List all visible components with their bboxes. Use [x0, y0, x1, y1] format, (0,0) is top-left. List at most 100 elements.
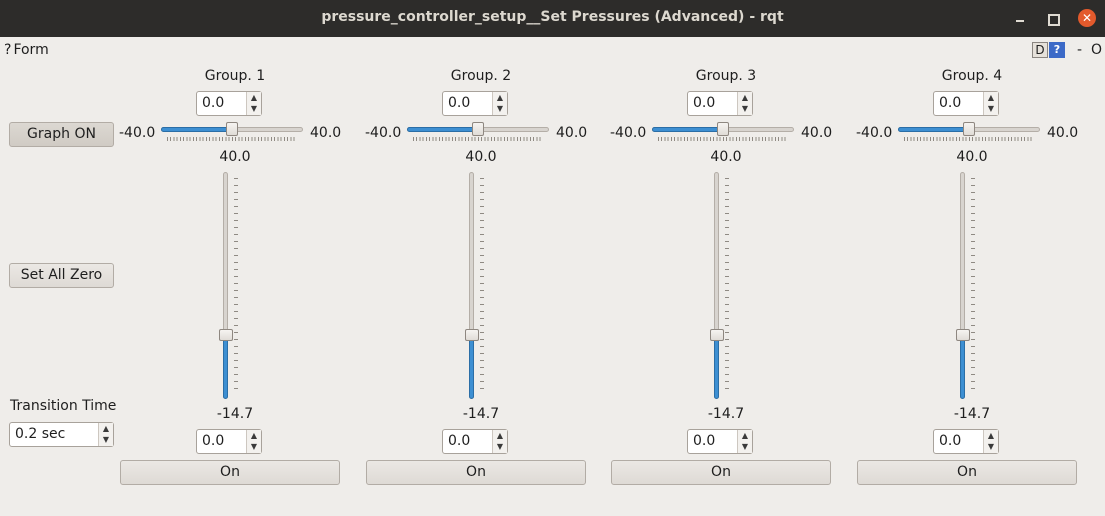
- maximize-icon[interactable]: [1043, 9, 1061, 27]
- setpoint-spinbox[interactable]: 0.0 ▲ ▼: [442, 91, 508, 116]
- close-plugin-button[interactable]: O: [1091, 42, 1103, 58]
- spin-arrows: ▲ ▼: [492, 430, 507, 453]
- spin-down-icon[interactable]: ▼: [741, 442, 749, 451]
- slider-fill: [652, 127, 723, 132]
- transition-time-spinbox[interactable]: 0.2 sec ▲ ▼: [9, 422, 114, 447]
- vertical-min-label: -14.7: [462, 406, 500, 422]
- transition-time-value: 0.2 sec: [15, 426, 66, 442]
- spin-down-icon[interactable]: ▼: [250, 104, 258, 113]
- vertical-min-label: -14.7: [707, 406, 745, 422]
- setpoint-value: 0.0: [939, 95, 962, 111]
- slider-max-label: 40.0: [556, 125, 588, 141]
- spin-up-icon[interactable]: ▲: [102, 424, 110, 433]
- group-title: Group. 4: [941, 68, 1003, 84]
- gauge-fill: [960, 335, 965, 399]
- slider-min-label: -40.0: [610, 125, 647, 141]
- reading-value: 0.0: [202, 433, 225, 449]
- slider-max-label: 40.0: [1047, 125, 1079, 141]
- spin-down-icon[interactable]: ▼: [496, 442, 504, 451]
- minimize-plugin-button[interactable]: -: [1077, 42, 1083, 58]
- group-panel: Group. 1 0.0 ▲ ▼ -40.0 40.0 40.0 -14.7 0…: [119, 63, 350, 493]
- spin-arrows: ▲ ▼: [246, 92, 261, 115]
- spin-arrows: ▲ ▼: [246, 430, 261, 453]
- reading-value: 0.0: [448, 433, 471, 449]
- close-icon[interactable]: ✕: [1078, 9, 1096, 27]
- slider-fill: [407, 127, 478, 132]
- vertical-max-label: 40.0: [219, 149, 251, 165]
- setpoint-slider[interactable]: [407, 122, 549, 141]
- spin-down-icon[interactable]: ▼: [987, 104, 995, 113]
- spin-up-icon[interactable]: ▲: [741, 93, 749, 102]
- slider-handle[interactable]: [226, 122, 238, 136]
- vertical-max-label: 40.0: [465, 149, 497, 165]
- gauge-handle[interactable]: [956, 329, 970, 341]
- slider-ticks: [904, 137, 1034, 141]
- slider-ticks: [658, 137, 788, 141]
- setpoint-value: 0.0: [448, 95, 471, 111]
- minimize-icon[interactable]: [1011, 9, 1029, 27]
- setpoint-spinbox[interactable]: 0.0 ▲ ▼: [196, 91, 262, 116]
- group-panel: Group. 3 0.0 ▲ ▼ -40.0 40.0 40.0 -14.7 0…: [610, 63, 841, 493]
- group-on-button[interactable]: On: [857, 460, 1077, 485]
- spin-down-icon[interactable]: ▼: [102, 435, 110, 444]
- setpoint-slider[interactable]: [898, 122, 1040, 141]
- help-glyph: ?: [4, 42, 12, 58]
- detach-button[interactable]: D: [1032, 42, 1048, 58]
- group-title: Group. 1: [204, 68, 266, 84]
- setpoint-slider[interactable]: [161, 122, 303, 141]
- spin-up-icon[interactable]: ▲: [741, 431, 749, 440]
- spin-up-icon[interactable]: ▲: [496, 93, 504, 102]
- pressure-gauge-slider[interactable]: [465, 172, 487, 399]
- spin-down-icon[interactable]: ▼: [250, 442, 258, 451]
- reading-spinbox[interactable]: 0.0 ▲ ▼: [442, 429, 508, 454]
- spin-up-icon[interactable]: ▲: [250, 93, 258, 102]
- gauge-handle[interactable]: [219, 329, 233, 341]
- plugin-header: ? Form D ? - O: [0, 37, 1105, 63]
- reading-spinbox[interactable]: 0.0 ▲ ▼: [687, 429, 753, 454]
- slider-max-label: 40.0: [310, 125, 342, 141]
- slider-min-label: -40.0: [365, 125, 402, 141]
- pressure-gauge-slider[interactable]: [710, 172, 732, 399]
- slider-max-label: 40.0: [801, 125, 833, 141]
- spin-down-icon[interactable]: ▼: [987, 442, 995, 451]
- graph-on-button[interactable]: Graph ON: [9, 122, 114, 147]
- spin-arrows: ▲ ▼: [737, 430, 752, 453]
- spin-up-icon[interactable]: ▲: [250, 431, 258, 440]
- gauge-ticks: [725, 178, 729, 393]
- group-on-button[interactable]: On: [611, 460, 831, 485]
- spin-up-icon[interactable]: ▲: [496, 431, 504, 440]
- spin-down-icon[interactable]: ▼: [496, 104, 504, 113]
- spin-down-icon[interactable]: ▼: [741, 104, 749, 113]
- setpoint-slider[interactable]: [652, 122, 794, 141]
- group-on-button[interactable]: On: [120, 460, 340, 485]
- pressure-gauge-slider[interactable]: [956, 172, 978, 399]
- vertical-max-label: 40.0: [710, 149, 742, 165]
- set-all-zero-button[interactable]: Set All Zero: [9, 263, 114, 288]
- reading-spinbox[interactable]: 0.0 ▲ ▼: [196, 429, 262, 454]
- spin-arrows: ▲ ▼: [98, 423, 113, 446]
- gauge-handle[interactable]: [710, 329, 724, 341]
- slider-handle[interactable]: [717, 122, 729, 136]
- group-panel: Group. 2 0.0 ▲ ▼ -40.0 40.0 40.0 -14.7 0…: [365, 63, 596, 493]
- slider-handle[interactable]: [963, 122, 975, 136]
- group-on-button[interactable]: On: [366, 460, 586, 485]
- slider-handle[interactable]: [472, 122, 484, 136]
- gauge-ticks: [971, 178, 975, 393]
- spin-up-icon[interactable]: ▲: [987, 93, 995, 102]
- slider-min-label: -40.0: [856, 125, 893, 141]
- help-icon[interactable]: ?: [1049, 42, 1065, 58]
- gauge-handle[interactable]: [465, 329, 479, 341]
- group-title: Group. 2: [450, 68, 512, 84]
- reading-spinbox[interactable]: 0.0 ▲ ▼: [933, 429, 999, 454]
- setpoint-spinbox[interactable]: 0.0 ▲ ▼: [687, 91, 753, 116]
- spin-arrows: ▲ ▼: [737, 92, 752, 115]
- gauge-ticks: [480, 178, 484, 393]
- slider-fill: [898, 127, 969, 132]
- setpoint-value: 0.0: [202, 95, 225, 111]
- spin-up-icon[interactable]: ▲: [987, 431, 995, 440]
- gauge-fill: [714, 335, 719, 399]
- pressure-gauge-slider[interactable]: [219, 172, 241, 399]
- spin-arrows: ▲ ▼: [983, 92, 998, 115]
- setpoint-spinbox[interactable]: 0.0 ▲ ▼: [933, 91, 999, 116]
- slider-fill: [161, 127, 232, 132]
